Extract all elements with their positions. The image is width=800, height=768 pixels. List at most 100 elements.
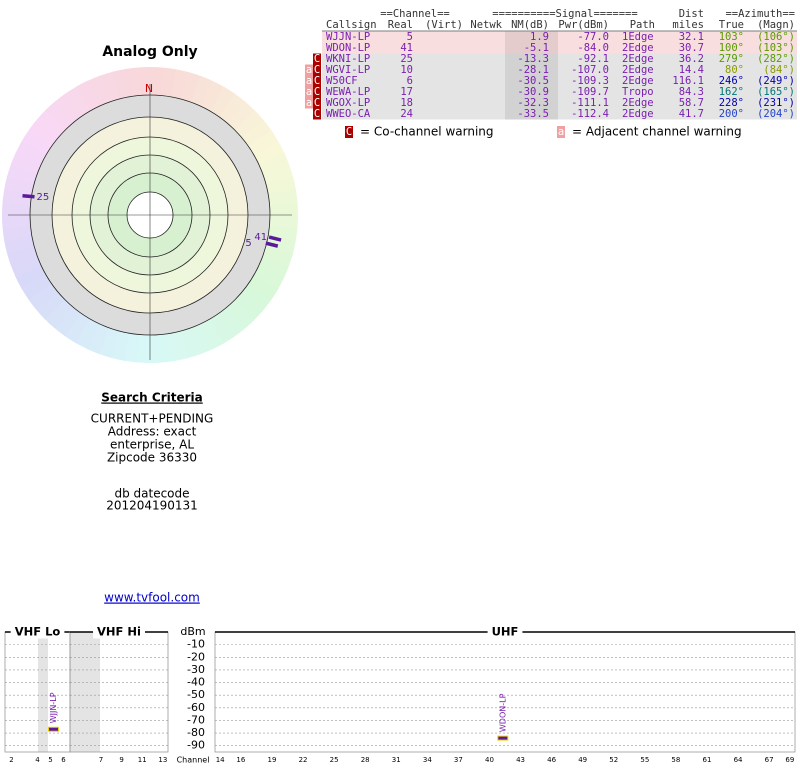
compass-band	[234, 292, 264, 321]
compass-band	[268, 189, 298, 206]
co-channel-flag	[313, 53, 321, 65]
compass-band	[15, 264, 47, 289]
cell-pwr: -111.1	[571, 97, 609, 109]
column-header: Real	[388, 19, 413, 31]
cell-nm: -33.5	[517, 108, 549, 120]
flag-letter: C	[314, 53, 320, 65]
cell-real: 18	[400, 97, 413, 109]
report-title: Analog Only	[102, 44, 197, 60]
compass-band	[253, 265, 285, 291]
search-heading: Search Criteria	[101, 391, 202, 405]
y-tick-label: -50	[187, 688, 205, 701]
cell-nm: -13.3	[517, 53, 549, 65]
legend-text: = Co-channel warning	[360, 125, 494, 139]
channel-tick: 52	[609, 756, 618, 764]
compass-band	[210, 86, 236, 118]
compass-band	[190, 323, 213, 355]
signal-shade	[505, 53, 558, 65]
panel-title: UHF	[492, 625, 519, 639]
station-marker	[268, 235, 282, 242]
cell-path: 2Edge	[622, 108, 654, 120]
cell-path: 2Edge	[622, 75, 654, 87]
vhf-shade	[38, 632, 48, 752]
channel-tick: 64	[734, 756, 743, 764]
cell-pwr: -112.4	[571, 108, 609, 120]
search-line: Zipcode 36330	[107, 451, 197, 465]
cell-nm: 1.9	[530, 31, 549, 43]
compass-band	[53, 306, 82, 337]
channel-tick: 69	[785, 756, 794, 764]
flag-letter: C	[314, 86, 320, 98]
co-channel-flag	[313, 108, 321, 120]
channel-tick: 37	[454, 756, 463, 764]
compass-band	[169, 330, 189, 361]
flag-letter: C	[314, 64, 320, 76]
station-marker	[265, 241, 279, 248]
compass-band	[199, 318, 224, 350]
cell-real: 6	[407, 75, 413, 87]
row-bg	[322, 97, 797, 109]
site-link[interactable]: www.tvfool.com	[104, 591, 200, 605]
column-header: Netwk	[470, 19, 502, 31]
search-line: enterprise, AL	[110, 438, 194, 452]
cell-real: 41	[400, 42, 413, 54]
datecode-label: db datecode	[114, 487, 189, 501]
signal-shade	[505, 42, 558, 54]
compass-band	[44, 299, 73, 329]
compass-band	[10, 255, 42, 278]
cell-az-true: 162°	[719, 86, 744, 98]
compass-band	[269, 215, 298, 230]
channel-tick: 4	[35, 756, 40, 764]
north-mark: N	[145, 82, 153, 95]
column-header: NM(dB)	[511, 19, 549, 31]
cell-path: 2Edge	[622, 53, 654, 65]
signal-shade	[505, 75, 558, 87]
cell-az-true: 279°	[719, 53, 744, 65]
compass-band	[218, 93, 247, 124]
compass-band	[241, 283, 272, 312]
compass-band	[65, 86, 91, 117]
y-tick-label: -40	[187, 676, 205, 689]
compass-band	[148, 334, 163, 364]
cell-nm: -5.1	[524, 42, 549, 54]
station-bar	[48, 726, 59, 732]
cell-real: 24	[400, 108, 413, 120]
channel-tick: 46	[547, 756, 556, 764]
signal-shade	[505, 108, 558, 120]
cell-nm: -30.9	[517, 86, 549, 98]
cell-pwr: -109.7	[571, 86, 609, 98]
station-bar	[497, 735, 509, 741]
compass-band	[111, 69, 131, 100]
group-header: Dist	[679, 8, 704, 20]
row-bg	[322, 75, 797, 87]
column-header: (Magn)	[757, 19, 795, 31]
compass-band	[170, 69, 190, 100]
compass-band	[45, 100, 74, 131]
cell-path: 2Edge	[622, 64, 654, 76]
channel-tick: 34	[423, 756, 432, 764]
compass-band	[247, 275, 279, 301]
column-header: miles	[672, 19, 704, 31]
channel-tick: 7	[99, 756, 103, 764]
channel-tick: 22	[299, 756, 308, 764]
channel-tick: 61	[703, 756, 712, 764]
cell-az-magn: (84°)	[763, 64, 795, 76]
compass-band	[4, 234, 35, 254]
cell-pwr: -107.0	[571, 64, 609, 76]
cell-path: 2Edge	[622, 97, 654, 109]
column-header: Pwr(dBm)	[558, 19, 609, 31]
compass-band	[191, 75, 214, 107]
y-tick-label: -60	[187, 701, 205, 714]
marker-label: 5	[245, 238, 251, 249]
marker-label: 25	[37, 192, 50, 203]
compass-band	[28, 283, 59, 311]
cell-az-magn: (106°)	[757, 31, 795, 43]
compass-band	[28, 118, 59, 147]
adjacent-flag	[305, 75, 313, 87]
compass-band	[2, 224, 32, 241]
legend-icon-letter: C	[346, 126, 352, 138]
compass-band	[74, 318, 100, 350]
station-label: WDON-LP	[498, 693, 507, 732]
compass-band	[265, 176, 296, 196]
